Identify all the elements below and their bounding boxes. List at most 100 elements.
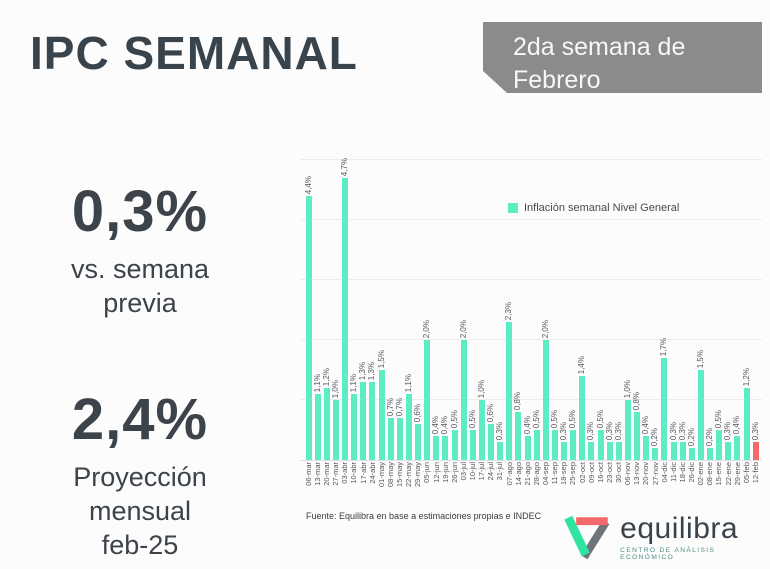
bar-value-label: 2,0% (422, 319, 432, 338)
bar-value-label: 0,8% (632, 391, 642, 410)
bar-value-label: 0,6% (413, 403, 423, 422)
bar (378, 370, 385, 460)
bar-value-label: 1,5% (695, 349, 705, 368)
bar (314, 394, 321, 460)
logo-name: equilibra (620, 511, 739, 545)
bar (478, 400, 485, 460)
bar-column: 0,3% (586, 150, 596, 460)
bar-column: 1,2% (322, 150, 331, 460)
bar-value-label: 0,6% (486, 403, 496, 422)
bar-value-label: 2,0% (540, 319, 550, 338)
x-tick: 30-oct (614, 462, 624, 483)
logo-text: equilibra CENTRO DE ANÁLISIS ECONÓMICO (620, 511, 770, 561)
bar-column: 0,6% (486, 150, 496, 460)
equilibra-triangle-icon (564, 515, 610, 560)
bar-column: 0,4% (440, 150, 450, 460)
bar-value-label: 1,5% (376, 349, 386, 368)
bar-column: 0,5% (714, 150, 724, 460)
bar-value-label: 1,0% (476, 379, 486, 398)
kpi-monthly-label: Proyección mensual feb-25 (73, 462, 207, 560)
bar-value-label: 4,4% (303, 175, 313, 194)
bar-value-label: 0,5% (549, 409, 559, 428)
bar-column: 0,3% (605, 150, 614, 460)
bar-column: 0,3% (678, 150, 687, 460)
bar-column: 4,4% (304, 150, 313, 460)
bar-column: 0,2% (705, 150, 715, 460)
bar-column: 0,8% (632, 150, 642, 460)
bar (670, 442, 677, 460)
bar-value-label: 2,3% (504, 301, 514, 320)
bar-column: 0,5% (596, 150, 605, 460)
bar-value-label: 1,1% (349, 373, 359, 392)
x-tick: 18-dic (677, 462, 687, 483)
bar (570, 430, 577, 460)
x-tick: 21-ago (522, 462, 532, 486)
bar-value-label: 1,7% (659, 337, 669, 356)
bar-value-label: 1,1% (312, 373, 322, 392)
x-tick: 05-jun (422, 462, 432, 483)
bar (634, 412, 641, 460)
bar (542, 340, 549, 460)
x-axis-ticks: 06-mar 13-mar 20-mar 27-mar 03-abr 10-abr 17-a… (304, 462, 760, 508)
x-tick: 12-feb (750, 462, 760, 484)
x-tick: 20-nov (641, 462, 651, 485)
bar-value-label: 0,7% (385, 397, 395, 416)
x-tick: 04-dic (659, 462, 669, 483)
bar-column: 1,5% (696, 150, 705, 460)
bar (524, 436, 531, 460)
x-tick: 23-oct (604, 462, 614, 483)
bar-column: 0,7% (386, 150, 395, 460)
gridline (300, 279, 762, 280)
bar-value-label: 0,8% (513, 391, 523, 410)
bar-column: 0,3% (751, 150, 760, 460)
bar (561, 442, 568, 460)
bar (615, 442, 622, 460)
bar-column: 2,0% (459, 150, 468, 460)
bar-column: 2,3% (504, 150, 514, 460)
bar-value-label: 0,5% (467, 409, 477, 428)
bar-value-label: 0,3% (613, 421, 623, 440)
bar (506, 322, 513, 460)
bar-column: 0,3% (495, 150, 505, 460)
bar-value-label: 0,5% (714, 409, 724, 428)
bar-value-label: 1,1% (403, 373, 413, 392)
bar-value-label: 0,2% (650, 427, 660, 446)
bar-column: 0,5% (568, 150, 578, 460)
bar-column: 0,6% (413, 150, 423, 460)
x-tick: 10-abr (349, 462, 359, 484)
bar (643, 436, 650, 460)
bar (652, 448, 659, 460)
legend-swatch (508, 203, 518, 213)
bar-column: 0,3% (614, 150, 623, 460)
bar-column: 0,4% (431, 150, 441, 460)
bar-value-label: 1,0% (622, 379, 632, 398)
bar-value-label: 2,0% (458, 319, 468, 338)
bar (488, 424, 495, 460)
bar-value-label: 0,3% (604, 421, 614, 440)
x-tick: 22-ene (723, 462, 733, 486)
x-tick: 11-dic (668, 462, 678, 482)
bar (451, 430, 458, 460)
x-tick: 27-nov (650, 462, 660, 485)
bar (734, 436, 741, 460)
legend-label: Inflación semanal Nivel General (524, 202, 680, 214)
bar (588, 442, 595, 460)
x-tick: 05-feb (741, 462, 751, 484)
bar (497, 442, 504, 460)
x-tick: 26-jun (449, 462, 459, 483)
page-title: IPC SEMANAL (30, 27, 358, 79)
kpi-weekly-label: vs. semana previa (70, 254, 210, 318)
gridline (300, 339, 762, 340)
bar-value-label: 0,3% (668, 421, 678, 440)
bar-column: 1,1% (404, 150, 413, 460)
bar-column: 0,2% (687, 150, 696, 460)
x-tick: 12-jun (431, 462, 441, 483)
bar-column: 1,5% (377, 150, 386, 460)
bar (707, 448, 714, 460)
x-tick: 16-oct (595, 462, 605, 483)
x-tick: 13-mar (312, 462, 322, 486)
bar (679, 442, 686, 460)
bar-column: 1,0% (623, 150, 632, 460)
bar-value-label: 0,4% (440, 415, 450, 434)
bar-column: 0,3% (669, 150, 678, 460)
